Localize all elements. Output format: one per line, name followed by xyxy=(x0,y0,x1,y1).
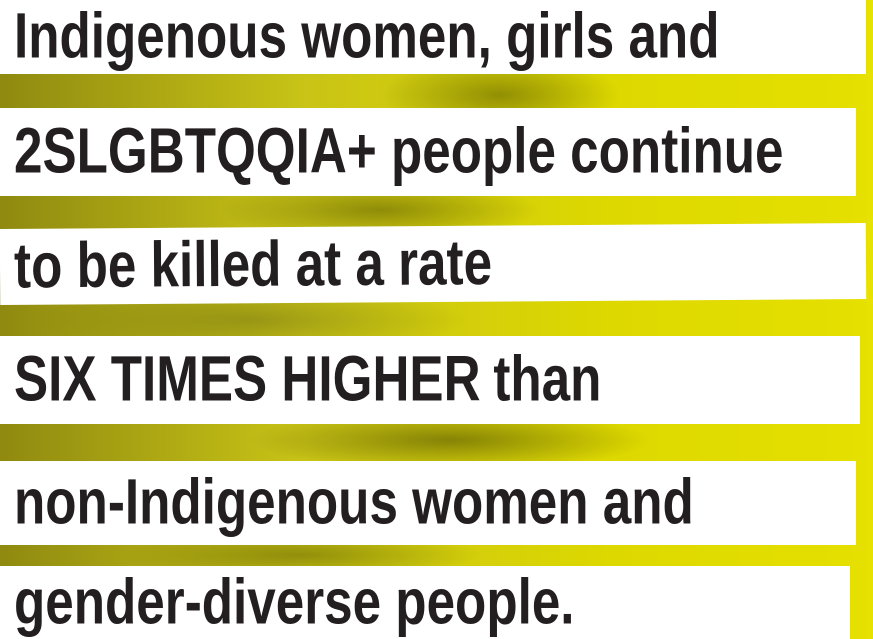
text-strip: gender-diverse people. xyxy=(0,566,850,639)
highlight-text: SIX TIMES HIGHER xyxy=(14,343,481,415)
text-line: non-Indigenous women and xyxy=(14,465,694,539)
text-line: Indigenous women, girls and xyxy=(14,0,719,73)
text-line: to be killed at a rate xyxy=(14,225,493,302)
text-strip: 2SLGBTQQIA+ people continue xyxy=(0,108,856,196)
text-strip: Indigenous women, girls and xyxy=(0,0,866,74)
text: than xyxy=(493,343,601,415)
text-line: gender-diverse people. xyxy=(14,566,575,638)
graphic: Indigenous women, girls and 2SLGBTQQIA+ … xyxy=(0,0,873,639)
text-strip: to be killed at a rate xyxy=(0,223,866,305)
edge-bar xyxy=(867,0,873,639)
text-line: 2SLGBTQQIA+ people continue xyxy=(14,114,784,188)
text-strip: non-Indigenous women and xyxy=(0,461,856,545)
